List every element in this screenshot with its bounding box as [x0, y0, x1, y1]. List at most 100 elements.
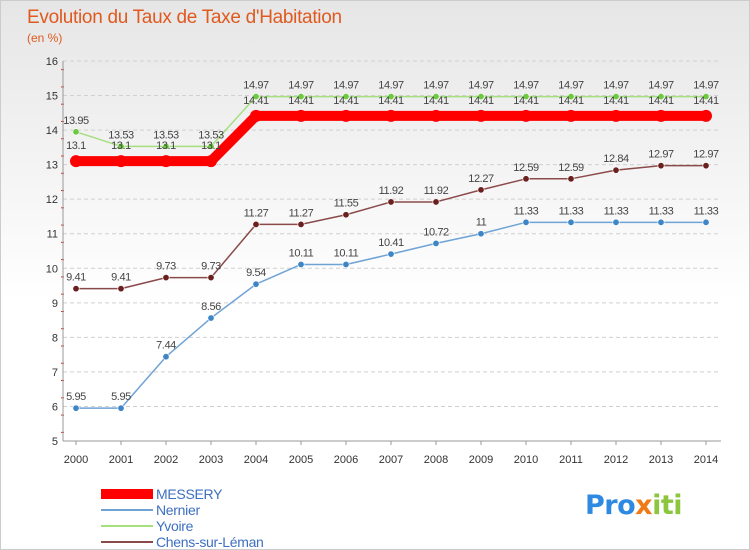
data-label-nernier: 10.72 [423, 226, 449, 238]
proxiti-logo: Proxiti [585, 490, 682, 521]
data-point-chens-sur-l-man [207, 274, 215, 282]
data-point-nernier [342, 260, 350, 268]
data-label-nernier: 9.54 [246, 267, 266, 279]
y-tick-label: 5 [52, 436, 58, 448]
y-tick-label: 13 [46, 160, 58, 172]
data-label-nernier: 11.33 [649, 205, 674, 217]
legend-swatch [101, 525, 153, 527]
y-tick-label: 6 [52, 401, 58, 413]
data-point-messery [115, 155, 127, 168]
data-label-yvoire: 14.97 [288, 80, 314, 92]
data-point-chens-sur-l-man [702, 162, 710, 170]
data-point-yvoire [252, 93, 260, 101]
y-tick-label: 15 [46, 91, 58, 103]
data-point-nernier [567, 218, 575, 226]
data-labels: 13.95 13.53 13.53 13.53 14.97 14.97 14.97 14.97… [63, 80, 719, 404]
data-point-messery [520, 109, 532, 122]
data-point-chens-sur-l-man [477, 186, 485, 194]
data-point-messery [475, 109, 487, 122]
data-label-yvoire: 13.53 [153, 129, 179, 141]
x-tick-label: 2004 [244, 454, 268, 466]
data-label-yvoire: 14.97 [468, 80, 494, 92]
data-label-messery: 14.41 [378, 95, 404, 107]
data-label-messery: 13.1 [156, 140, 176, 152]
data-point-nernier [207, 314, 215, 322]
data-label-yvoire: 14.97 [378, 80, 404, 92]
data-point-messery [205, 155, 217, 168]
data-label-chens-sur-l-man: 12.27 [468, 173, 494, 185]
data-label-messery: 14.41 [648, 95, 674, 107]
y-tick-label: 7 [52, 367, 58, 379]
logo-part-iti: iti [652, 490, 682, 521]
data-label-nernier: 10.41 [378, 237, 404, 249]
data-point-nernier [477, 230, 485, 238]
legend-label: Nernier [156, 502, 200, 518]
x-tick-label: 2012 [604, 454, 628, 466]
data-label-messery: 13.1 [111, 140, 131, 152]
data-label-messery: 13.1 [66, 140, 86, 152]
data-label-nernier: 11.33 [514, 205, 539, 217]
data-label-yvoire: 14.97 [333, 80, 359, 92]
data-label-messery: 13.1 [201, 140, 221, 152]
axes: 5 6 7 8 9 10 11 12 13 14 15 16 2000 2001 2002 2003 2004 2… [46, 56, 721, 466]
data-label-chens-sur-l-man: 11.27 [289, 207, 314, 219]
data-point-chens-sur-l-man [612, 166, 620, 174]
data-point-messery [385, 109, 397, 122]
data-point-nernier [117, 404, 125, 412]
data-label-messery: 14.41 [423, 95, 449, 107]
data-point-nernier [387, 250, 395, 258]
data-point-nernier [657, 218, 665, 226]
data-label-nernier: 7.44 [156, 340, 176, 352]
data-point-nernier [702, 218, 710, 226]
x-tick-label: 2000 [64, 454, 88, 466]
data-label-chens-sur-l-man: 11.92 [379, 185, 404, 197]
data-point-messery [430, 109, 442, 122]
data-point-chens-sur-l-man [342, 211, 350, 219]
data-point-chens-sur-l-man [432, 198, 440, 206]
data-point-yvoire [702, 93, 710, 101]
data-label-messery: 14.41 [603, 95, 629, 107]
data-point-chens-sur-l-man [252, 220, 260, 228]
data-label-nernier: 11.33 [694, 205, 719, 217]
data-point-messery [340, 109, 352, 122]
legend-swatch [101, 509, 153, 511]
data-point-nernier [522, 218, 530, 226]
data-label-chens-sur-l-man: 12.97 [648, 149, 674, 161]
x-tick-label: 2006 [334, 454, 358, 466]
data-point-chens-sur-l-man [657, 162, 665, 170]
data-label-nernier: 11.33 [604, 205, 629, 217]
data-point-chens-sur-l-man [72, 285, 80, 293]
data-label-chens-sur-l-man: 12.84 [603, 153, 629, 165]
data-point-yvoire [657, 93, 665, 101]
logo-part-pro: Pro [585, 490, 636, 521]
data-point-nernier [612, 218, 620, 226]
data-point-chens-sur-l-man [297, 220, 305, 228]
data-point-chens-sur-l-man [522, 175, 530, 183]
x-tick-label: 2001 [109, 454, 133, 466]
data-point-messery [565, 109, 577, 122]
data-label-messery: 14.41 [513, 95, 539, 107]
data-label-messery: 14.41 [333, 95, 359, 107]
legend-label: MESSERY [156, 486, 223, 502]
x-tick-label: 2013 [649, 454, 673, 466]
data-point-nernier [432, 239, 440, 247]
data-label-nernier: 8.56 [201, 301, 221, 313]
data-label-yvoire: 14.97 [513, 80, 539, 92]
y-tick-label: 14 [46, 125, 58, 137]
series-line-nernier [76, 221, 706, 409]
data-label-yvoire: 13.53 [108, 129, 134, 141]
data-point-chens-sur-l-man [387, 198, 395, 206]
x-tick-label: 2007 [379, 454, 403, 466]
data-label-yvoire: 14.97 [648, 80, 674, 92]
data-label-chens-sur-l-man: 9.73 [201, 261, 221, 273]
data-point-yvoire [117, 142, 125, 150]
data-point-yvoire [477, 93, 485, 101]
y-tick-label: 9 [52, 298, 58, 310]
data-label-chens-sur-l-man: 12.59 [558, 162, 584, 174]
data-label-nernier: 5.95 [66, 391, 86, 403]
data-label-nernier: 10.11 [289, 247, 314, 259]
x-tick-label: 2003 [199, 454, 223, 466]
y-tick-label: 8 [52, 332, 58, 344]
data-point-messery [70, 155, 82, 168]
